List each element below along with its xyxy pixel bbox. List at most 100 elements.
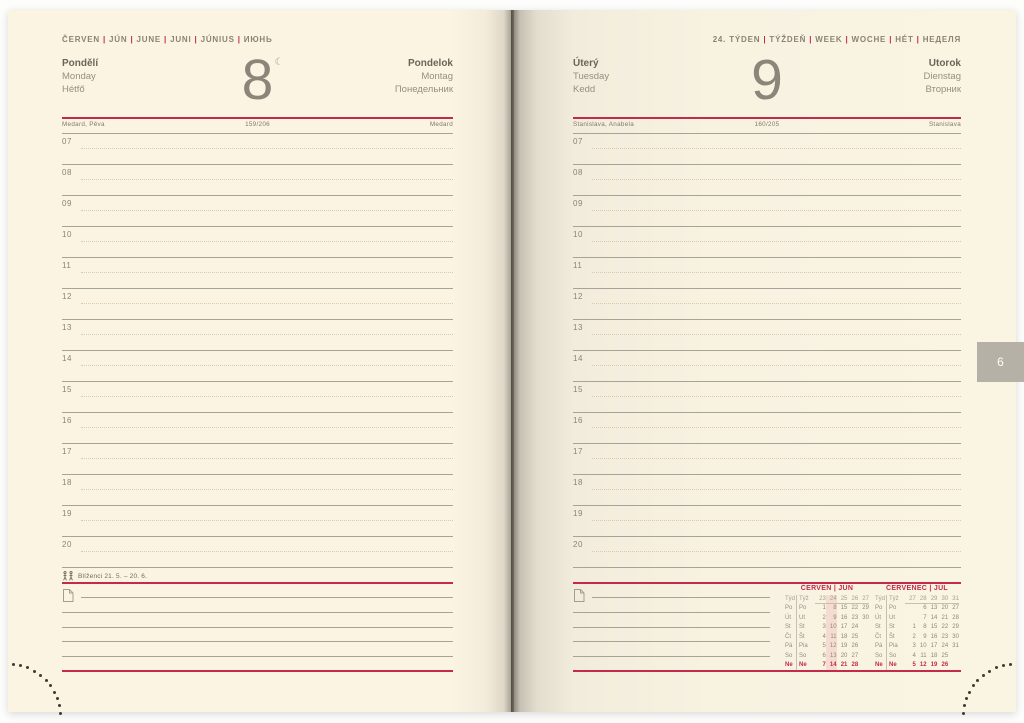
header-part: HÉT bbox=[895, 35, 914, 44]
day-number: 9 bbox=[751, 48, 783, 112]
hour-row-11: 11 bbox=[573, 257, 961, 288]
half-hour-line bbox=[81, 272, 453, 273]
calendar-row-Út: Út Ut 2 9 16 23 30 bbox=[785, 613, 869, 624]
day-number: 8 bbox=[241, 48, 274, 112]
header-separator: | bbox=[164, 35, 168, 44]
corner-perforation-dot bbox=[971, 684, 975, 688]
corner-perforation-dot bbox=[12, 662, 16, 666]
note-line bbox=[573, 612, 770, 613]
calendar-cell: 20 bbox=[840, 652, 848, 659]
header-separator: | bbox=[103, 35, 107, 44]
day-of-year-counter: 160/205 bbox=[754, 121, 780, 128]
half-hour-line bbox=[81, 365, 453, 366]
calendar-cell: 12 bbox=[919, 662, 927, 669]
half-hour-line bbox=[81, 520, 453, 521]
calendar-cell: 2 bbox=[822, 614, 826, 621]
calendar-cell: 9 bbox=[825, 613, 837, 624]
calendar-day-label-cz: St bbox=[785, 624, 791, 631]
calendar-cell: 17 bbox=[840, 624, 848, 631]
calendar-cell: 8 bbox=[825, 604, 837, 614]
calendar-day-label-sk: St bbox=[886, 623, 905, 633]
hour-row-17: 17 bbox=[573, 443, 961, 474]
day-name-primary: Pondělí bbox=[62, 58, 99, 69]
day-name-secondary: Tuesday bbox=[573, 71, 610, 82]
calendar-cell: 21 bbox=[840, 662, 848, 669]
hour-row-17: 17 bbox=[62, 443, 453, 474]
half-hour-line bbox=[592, 489, 961, 490]
calendar-cell: 19 bbox=[930, 662, 938, 669]
calendar-cell: 24 bbox=[851, 624, 859, 631]
calendar-cell: 16 bbox=[840, 614, 848, 621]
day-names-czech-en-hu: Úterý Tuesday Kedd bbox=[573, 57, 609, 96]
half-hour-line bbox=[592, 551, 961, 552]
calendar-cell: 3 bbox=[912, 643, 916, 650]
calendar-cell: 30 bbox=[862, 614, 869, 621]
calendar-day-label-sk: Ne bbox=[796, 661, 815, 671]
corner-perforation-dot bbox=[49, 684, 53, 688]
calendar-day-label-sk: Po bbox=[886, 604, 905, 614]
day-number-block: 8 ☾ bbox=[62, 50, 453, 112]
day-name-primary: Pondelok bbox=[407, 58, 453, 69]
calendar-row-Po: Po Po 6 13 20 27 bbox=[875, 604, 959, 614]
hour-row-12: 12 bbox=[573, 288, 961, 319]
hour-label: 15 bbox=[62, 385, 72, 394]
hour-label: 13 bbox=[62, 323, 72, 332]
header-separator: | bbox=[237, 35, 241, 44]
calendar-day-label-sk: Pia bbox=[886, 642, 905, 652]
hour-label: 12 bbox=[62, 292, 72, 301]
header-separator: | bbox=[809, 35, 813, 44]
calendar-day-label-cz: Týd bbox=[785, 596, 796, 602]
corner-perforation-dot bbox=[19, 664, 23, 668]
calendar-cell: 28 bbox=[952, 614, 959, 621]
calendar-cell: 30 bbox=[937, 595, 949, 605]
calendar-cell: 18 bbox=[930, 652, 938, 659]
divider-line bbox=[62, 567, 453, 568]
half-hour-line bbox=[81, 551, 453, 552]
corner-perforation-dot bbox=[976, 678, 980, 682]
calendar-cell: 10 bbox=[919, 643, 927, 650]
calendar-day-label-sk: Št bbox=[796, 632, 815, 643]
calendar-cell: 11 bbox=[825, 632, 837, 643]
calendar-row-Čt: Čt Št 2 9 16 23 30 bbox=[875, 632, 959, 643]
half-hour-line bbox=[592, 365, 961, 366]
corner-perforation-dot bbox=[58, 704, 62, 708]
hour-label: 13 bbox=[573, 323, 583, 332]
hour-row-15: 15 bbox=[62, 381, 453, 412]
calendar-cell: 14 bbox=[930, 614, 938, 621]
hour-label: 09 bbox=[62, 199, 72, 208]
day-name-tertiary: Kedd bbox=[573, 84, 596, 95]
calendar-day-label-cz: Pá bbox=[875, 643, 883, 650]
month-tab-6[interactable]: 6 bbox=[977, 342, 1024, 382]
header-separator: | bbox=[130, 35, 134, 44]
calendar-day-label-cz: Po bbox=[875, 605, 883, 612]
calendar-cell: 29 bbox=[926, 595, 938, 605]
calendar-cell: 8 bbox=[923, 624, 927, 631]
note-line bbox=[62, 641, 453, 642]
note-page-icon bbox=[63, 589, 74, 602]
hour-label: 18 bbox=[573, 478, 583, 487]
day-name-tertiary: Hétfő bbox=[62, 84, 85, 95]
nameday-slovak: Medard bbox=[429, 121, 453, 128]
header-separator: | bbox=[763, 35, 767, 44]
corner-perforation-dot bbox=[967, 690, 971, 694]
header-part: ИЮНЬ bbox=[243, 35, 273, 44]
half-hour-line bbox=[592, 210, 961, 211]
moon-phase-icon: ☾ bbox=[274, 57, 284, 68]
calendar-row-Út: Út Ut 7 14 21 28 bbox=[875, 613, 959, 624]
half-hour-line bbox=[81, 148, 453, 149]
hour-label: 14 bbox=[573, 354, 583, 363]
calendar-cell: 11 bbox=[920, 652, 927, 659]
hour-row-07: 07 bbox=[62, 133, 453, 164]
calendar-cell: 28 bbox=[851, 662, 859, 669]
calendar-cell: 20 bbox=[941, 605, 949, 612]
calendar-day-label-sk: Pia bbox=[796, 642, 815, 652]
note-line bbox=[573, 656, 770, 657]
nameday-row: Stanislava, Anabela 160/205 Stanislava bbox=[573, 121, 961, 131]
calendar-cell: 31 bbox=[948, 595, 959, 605]
calendar-cell: 17 bbox=[930, 643, 938, 650]
day-name-secondary: Monday bbox=[62, 71, 96, 82]
gemini-icon bbox=[63, 571, 73, 581]
header-part: JUNE bbox=[136, 35, 162, 44]
corner-perforation-dot bbox=[994, 666, 998, 670]
mini-calendar-june: ČERVEN | JÚN Týd Týž 23 24 25 26 27 Po Po 1 8 15 22 29… bbox=[785, 584, 869, 671]
